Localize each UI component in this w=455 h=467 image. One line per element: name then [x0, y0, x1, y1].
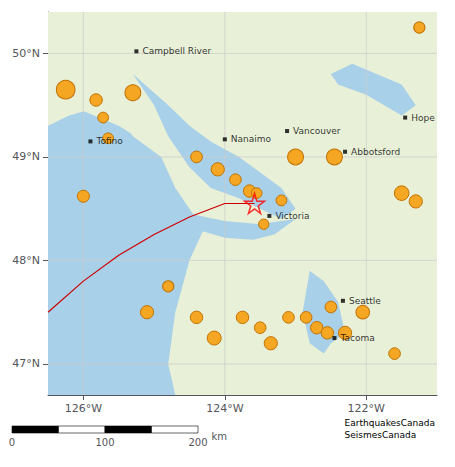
- svg-text:SeismesCanada: SeismesCanada: [345, 430, 417, 440]
- svg-text:Campbell River: Campbell River: [142, 46, 211, 56]
- svg-text:Abbotsford: Abbotsford: [351, 147, 400, 157]
- svg-text:Tacoma: Tacoma: [339, 333, 374, 343]
- svg-text:49°N: 49°N: [12, 150, 40, 163]
- svg-text:124°W: 124°W: [206, 402, 243, 415]
- svg-text:48°N: 48°N: [12, 254, 40, 267]
- svg-text:122°W: 122°W: [348, 402, 385, 415]
- svg-text:km: km: [211, 431, 227, 442]
- svg-text:Vancouver: Vancouver: [293, 126, 341, 136]
- svg-text:Hope: Hope: [411, 113, 435, 123]
- svg-text:Victoria: Victoria: [275, 211, 309, 221]
- svg-text:47°N: 47°N: [12, 357, 40, 370]
- svg-text:Nanaimo: Nanaimo: [231, 134, 272, 144]
- svg-text:100: 100: [95, 437, 114, 448]
- svg-text:200: 200: [188, 437, 207, 448]
- svg-text:Tofino: Tofino: [95, 136, 123, 146]
- svg-text:EarthquakesCanada: EarthquakesCanada: [345, 418, 435, 428]
- svg-text:0: 0: [9, 437, 15, 448]
- svg-text:Seattle: Seattle: [349, 296, 381, 306]
- svg-text:126°W: 126°W: [65, 402, 102, 415]
- svg-text:50°N: 50°N: [12, 47, 40, 60]
